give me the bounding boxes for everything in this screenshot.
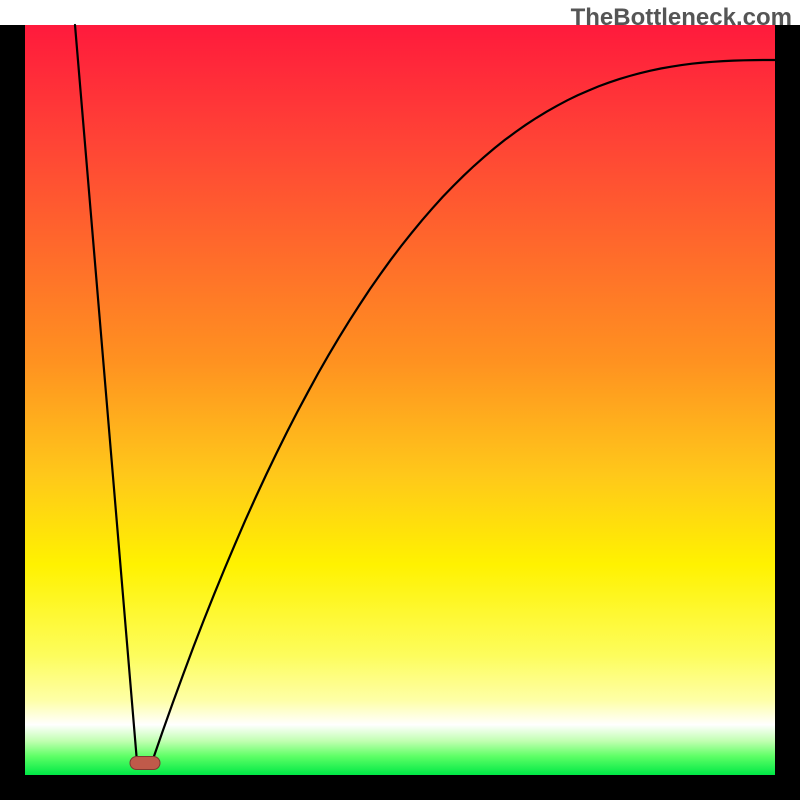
watermark-text: TheBottleneck.com <box>571 4 792 32</box>
gradient-background <box>25 25 775 775</box>
valley-marker <box>130 757 160 770</box>
chart-container: TheBottleneck.com <box>0 0 800 800</box>
chart-svg <box>0 0 800 800</box>
